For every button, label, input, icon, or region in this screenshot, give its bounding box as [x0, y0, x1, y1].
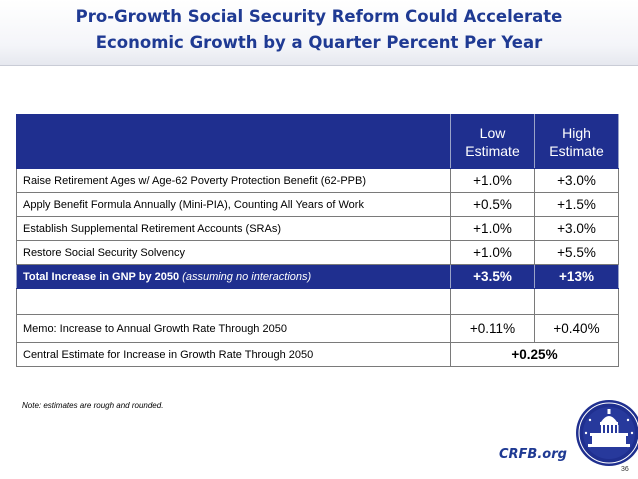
- spacer-cell: [450, 288, 535, 315]
- table-row: Restore Social Security Solvency +1.0% +…: [16, 240, 619, 265]
- header-high-estimate: High Estimate: [534, 114, 619, 169]
- total-label: Total Increase in GNP by 2050: [23, 270, 180, 283]
- central-label: Central Estimate for Increase in Growth …: [16, 342, 451, 367]
- spacer-row: [16, 288, 619, 315]
- total-low-value: +3.5%: [450, 264, 535, 289]
- total-high-value: +13%: [534, 264, 619, 289]
- title-line-2: Economic Growth by a Quarter Percent Per…: [95, 33, 543, 52]
- slide-header: Pro-Growth Social Security Reform Could …: [0, 0, 638, 66]
- row-high-value: +3.0%: [534, 168, 619, 193]
- row-high-value: +1.5%: [534, 192, 619, 217]
- row-low-value: +1.0%: [450, 216, 535, 241]
- total-row: Total Increase in GNP by 2050 (assuming …: [16, 264, 619, 289]
- row-label: Raise Retirement Ages w/ Age-62 Poverty …: [16, 168, 451, 193]
- capitol-seal-icon: [576, 400, 638, 466]
- row-low-value: +1.0%: [450, 168, 535, 193]
- row-high-value: +5.5%: [534, 240, 619, 265]
- spacer-cell: [16, 288, 451, 315]
- page-number: 36: [621, 466, 629, 473]
- total-label-cell: Total Increase in GNP by 2050 (assuming …: [16, 264, 451, 289]
- slide-title: Pro-Growth Social Security Reform Could …: [0, 4, 638, 56]
- memo-low-value: +0.11%: [450, 314, 535, 343]
- title-line-1: Pro-Growth Social Security Reform Could …: [75, 7, 563, 26]
- memo-label: Memo: Increase to Annual Growth Rate Thr…: [16, 314, 451, 343]
- row-label: Restore Social Security Solvency: [16, 240, 451, 265]
- row-label: Apply Benefit Formula Annually (Mini-PIA…: [16, 192, 451, 217]
- table-row: Establish Supplemental Retirement Accoun…: [16, 216, 619, 241]
- memo-high-value: +0.40%: [534, 314, 619, 343]
- table-row: Apply Benefit Formula Annually (Mini-PIA…: [16, 192, 619, 217]
- footnote: Note: estimates are rough and rounded.: [22, 401, 164, 410]
- estimates-table: Low Estimate High Estimate Raise Retirem…: [16, 114, 619, 367]
- central-estimate-row: Central Estimate for Increase in Growth …: [16, 342, 619, 367]
- memo-row: Memo: Increase to Annual Growth Rate Thr…: [16, 314, 619, 343]
- central-value: +0.25%: [450, 342, 619, 367]
- row-low-value: +0.5%: [450, 192, 535, 217]
- header-blank-cell: [16, 114, 451, 169]
- row-high-value: +3.0%: [534, 216, 619, 241]
- header-low-estimate: Low Estimate: [450, 114, 535, 169]
- total-label-note: (assuming no interactions): [182, 270, 312, 283]
- table-header-row: Low Estimate High Estimate: [16, 114, 619, 169]
- row-label: Establish Supplemental Retirement Accoun…: [16, 216, 451, 241]
- row-low-value: +1.0%: [450, 240, 535, 265]
- crfb-brand-link[interactable]: CRFB.org: [499, 447, 567, 462]
- table-row: Raise Retirement Ages w/ Age-62 Poverty …: [16, 168, 619, 193]
- spacer-cell: [534, 288, 619, 315]
